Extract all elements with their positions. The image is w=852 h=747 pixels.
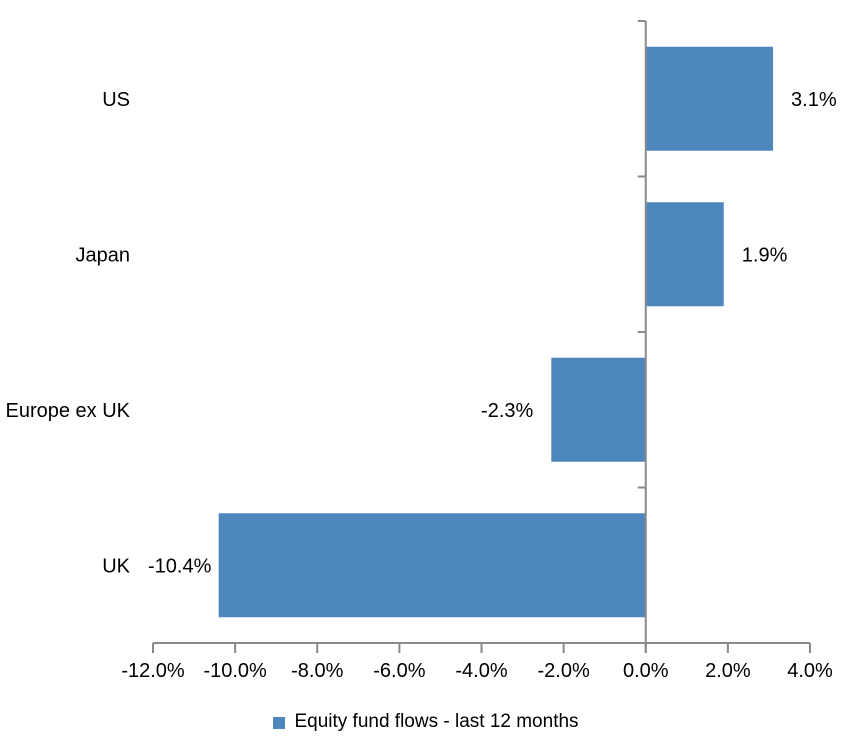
x-tick-label: 0.0% [623,660,669,682]
category-label: Europe ex UK [5,400,130,422]
x-tick-label: -2.0% [538,660,590,682]
legend-swatch-icon [273,716,286,729]
bar [645,46,774,151]
data-label: -2.3% [481,400,533,422]
data-label: 3.1% [791,89,837,111]
category-label: Japan [76,244,131,266]
bar [645,202,724,307]
x-tick-label: -4.0% [455,660,507,682]
x-tick-label: 2.0% [705,660,751,682]
x-tick-label: 4.0% [787,660,833,682]
x-tick-label: -10.0% [203,660,267,682]
category-label: UK [102,555,130,577]
x-tick-label: -6.0% [373,660,425,682]
x-tick-label: -12.0% [121,660,185,682]
x-tick-label: -8.0% [291,660,343,682]
legend-label: Equity fund flows - last 12 months [294,711,579,732]
bar [218,513,646,618]
category-label: US [102,89,130,111]
data-label: 1.9% [742,244,788,266]
bar [551,357,646,462]
data-label: -10.4% [148,555,212,577]
legend: Equity fund flows - last 12 months [0,707,852,737]
